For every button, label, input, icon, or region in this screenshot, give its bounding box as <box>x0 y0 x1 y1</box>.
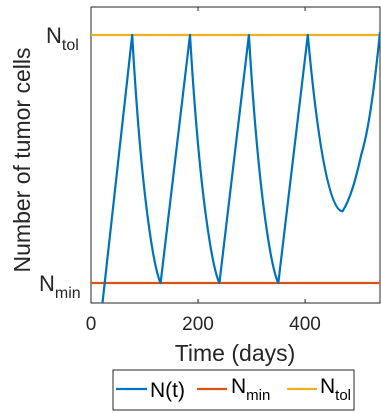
y-axis-title: Number of tumor cells <box>9 48 35 273</box>
y-tick-label-n-min: Nmin <box>39 271 81 302</box>
x-axis-title: Time (days) <box>175 340 296 366</box>
x-tick-label-0: 0 <box>86 314 97 335</box>
legend-label-n-t: N(t) <box>150 379 185 402</box>
series-line-n-t <box>101 31 380 303</box>
legend: N(t) Nmin Ntol <box>112 369 355 411</box>
x-tick-label-400: 400 <box>289 314 321 335</box>
legend-label-n-tol: Ntol <box>320 375 351 404</box>
legend-label-n-min: Nmin <box>231 375 270 404</box>
x-tick-label-200: 200 <box>182 314 214 335</box>
series-layer <box>91 31 380 303</box>
y-tick-label-n-tol: Ntol <box>46 23 79 54</box>
